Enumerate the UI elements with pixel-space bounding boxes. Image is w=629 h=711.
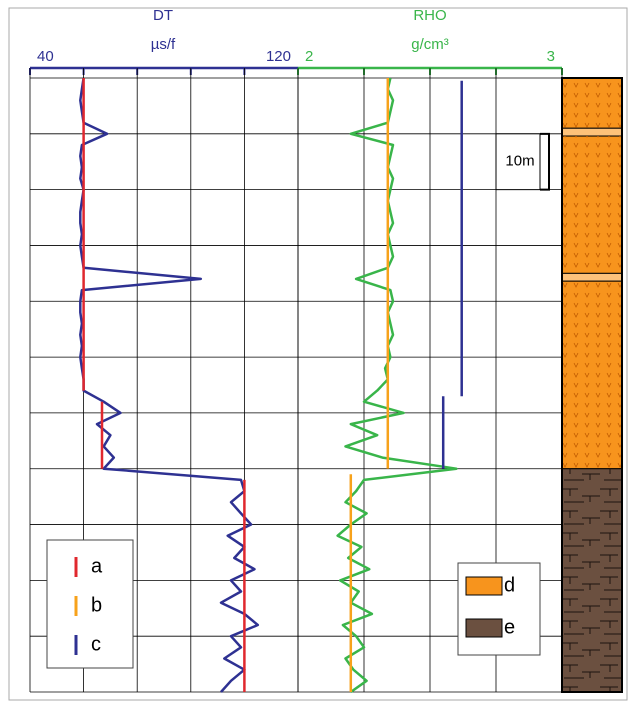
legend-swatch xyxy=(465,576,503,596)
scale-bar-box xyxy=(495,133,541,191)
legend-label: b xyxy=(91,594,102,616)
lithology-pattern xyxy=(562,78,622,129)
legend-label: a xyxy=(91,555,103,577)
dt-unit: µs/f xyxy=(151,36,176,53)
legend-label: c xyxy=(91,633,101,655)
lithology-pattern xyxy=(562,468,622,692)
rho-unit: g/cm³ xyxy=(411,36,449,53)
dt-limit-label: 120 xyxy=(266,48,291,65)
dt-title: DT xyxy=(153,7,173,24)
lithology-layer xyxy=(561,127,623,137)
frame xyxy=(8,7,628,701)
log-curve xyxy=(441,80,463,469)
lithology-column xyxy=(561,77,623,693)
curves xyxy=(79,77,463,694)
scale-bar-label: 10m xyxy=(505,153,534,170)
lithology-frame xyxy=(561,77,623,693)
log-curve xyxy=(349,78,390,692)
rho-limit-label: 3 xyxy=(547,48,555,65)
lithology-layer xyxy=(561,272,623,282)
lithology-pattern xyxy=(562,136,622,274)
legend-label: e xyxy=(504,616,515,638)
log-curve xyxy=(82,78,246,692)
legends: 10m abc de xyxy=(46,132,550,669)
legend-box xyxy=(46,539,134,669)
log-curve xyxy=(336,77,458,694)
grid: 40 120 2 3 xyxy=(29,48,563,693)
rho-title: RHO xyxy=(413,7,446,24)
dt-limit-label: 40 xyxy=(37,48,54,65)
scale-bar xyxy=(540,132,550,191)
legend-swatch xyxy=(465,618,503,638)
legend-label: d xyxy=(504,574,515,596)
rho-limit-label: 2 xyxy=(305,48,313,65)
lithology-pattern xyxy=(562,281,622,469)
